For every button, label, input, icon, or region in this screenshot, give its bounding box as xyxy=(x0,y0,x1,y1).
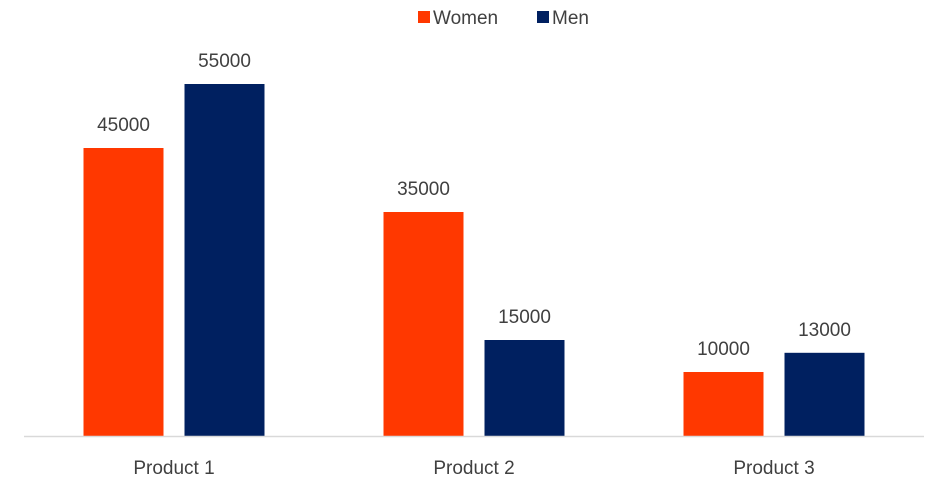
bar-women-2 xyxy=(383,212,464,436)
data-label-men-3: 13000 xyxy=(798,320,851,341)
bar-women-3 xyxy=(683,372,764,436)
legend-swatch-men xyxy=(537,11,549,23)
data-label-women-2: 35000 xyxy=(397,179,450,200)
x-tick-label-2: Product 2 xyxy=(433,458,514,479)
data-labels-group: 45000 55000 35000 15000 10000 13000 xyxy=(97,51,851,360)
bar-women-1 xyxy=(83,148,164,436)
bar-men-1 xyxy=(184,84,265,436)
bar-men-2 xyxy=(484,340,565,436)
data-label-men-1: 55000 xyxy=(198,51,251,72)
bar-men-3 xyxy=(784,352,865,436)
bars-group xyxy=(83,84,865,436)
legend-label-men: Men xyxy=(552,8,589,29)
data-label-men-2: 15000 xyxy=(498,307,551,328)
legend-swatch-women xyxy=(418,11,430,23)
x-tick-label-3: Product 3 xyxy=(733,458,814,479)
legend: Women Men xyxy=(418,8,589,29)
data-label-women-3: 10000 xyxy=(697,339,750,360)
x-axis-tick-labels: Product 1 Product 2 Product 3 xyxy=(133,458,814,479)
legend-label-women: Women xyxy=(433,8,498,29)
data-label-women-1: 45000 xyxy=(97,115,150,136)
x-tick-label-1: Product 1 xyxy=(133,458,214,479)
